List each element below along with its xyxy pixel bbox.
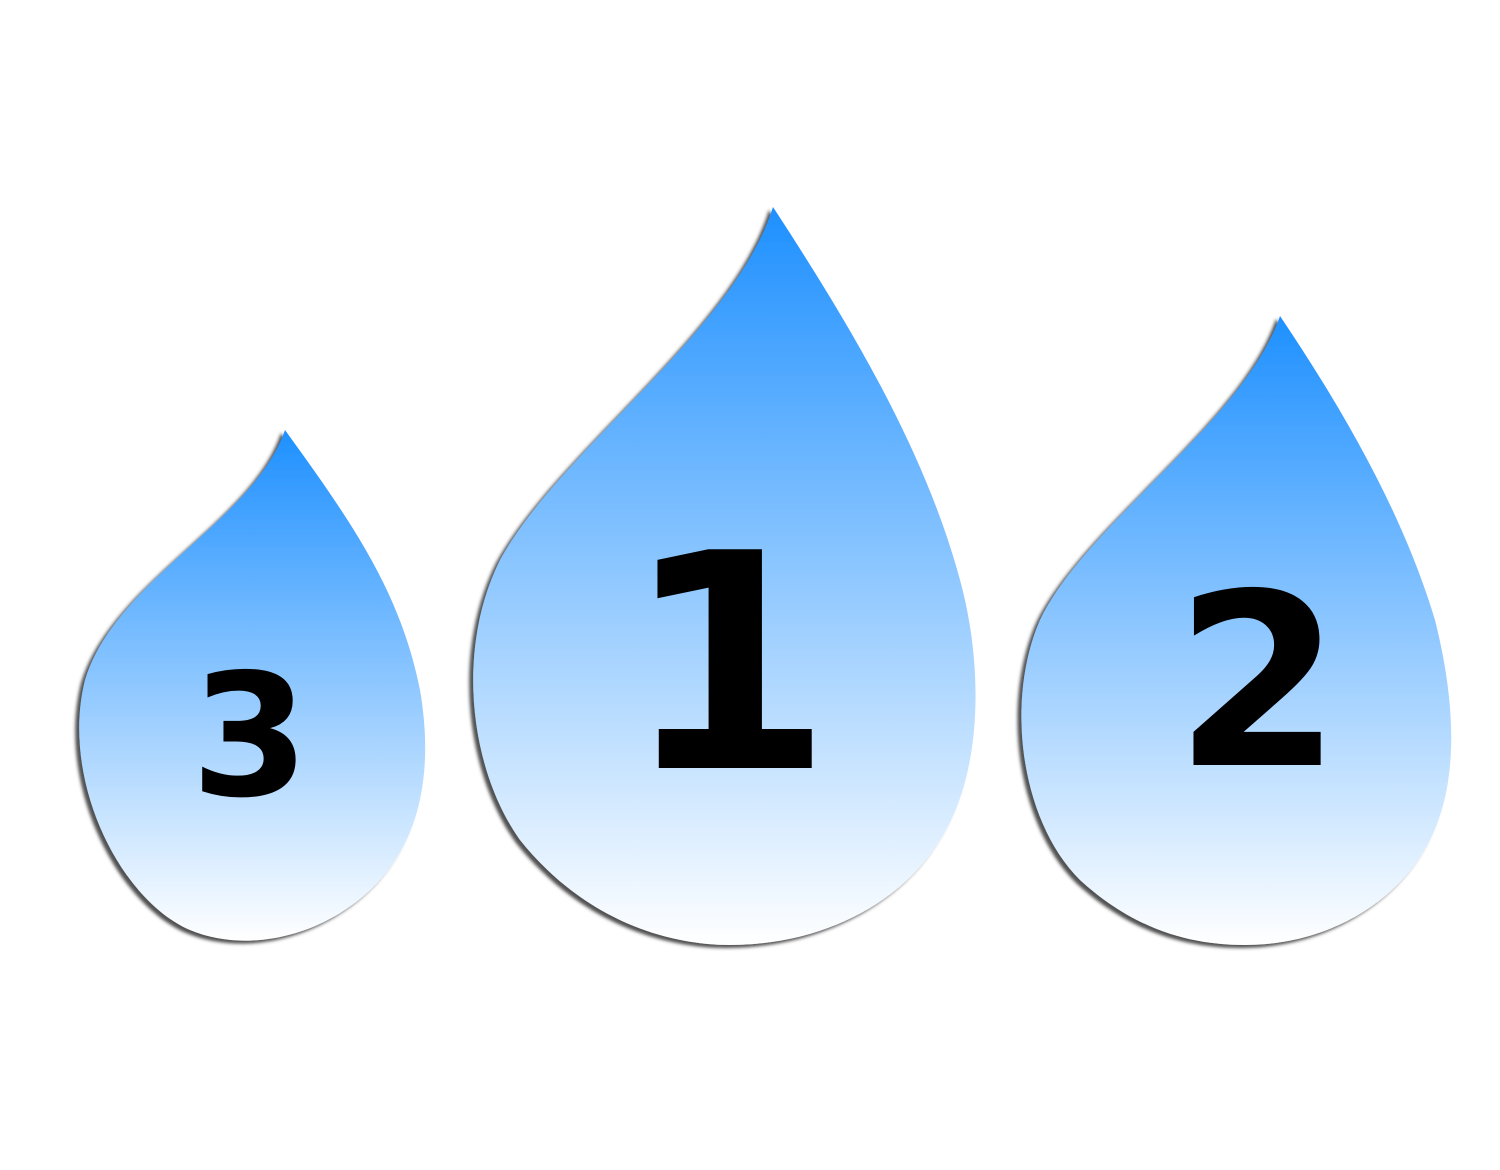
drop-label-1: 1 — [624, 490, 833, 839]
water-drop-3: 3 — [79, 430, 426, 941]
water-drop-icon — [79, 430, 426, 941]
water-drop-icon — [473, 207, 976, 945]
drop-label-2: 2 — [1175, 542, 1342, 822]
water-drop-icon — [1021, 316, 1452, 945]
water-drop-2: 2 — [1021, 316, 1452, 945]
drop-label-3: 3 — [191, 638, 309, 836]
water-drop-1: 1 — [473, 207, 976, 945]
